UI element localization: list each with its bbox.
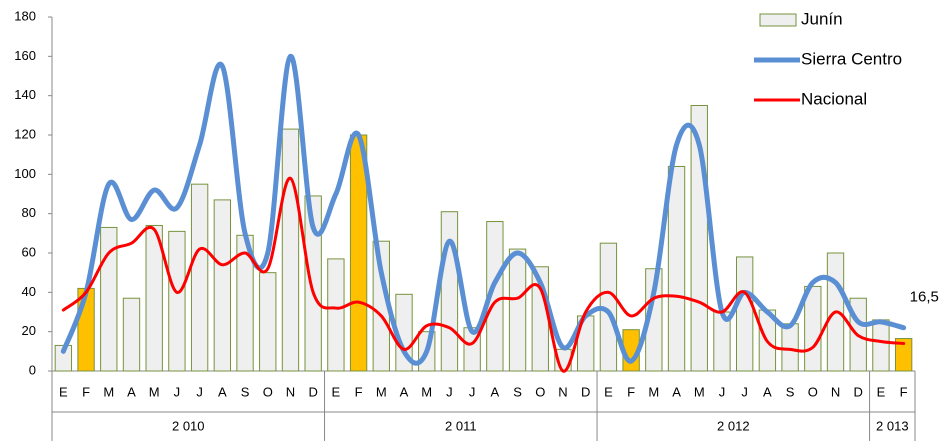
bar bbox=[168, 230, 186, 372]
x-tick-label: M bbox=[648, 384, 659, 399]
x-tick-label: J bbox=[469, 384, 476, 399]
x-tick-label: S bbox=[513, 384, 522, 399]
year-label: 2 013 bbox=[876, 418, 909, 433]
bar bbox=[145, 224, 163, 372]
x-tick-label: A bbox=[400, 384, 409, 399]
y-tick-label: 40 bbox=[22, 284, 36, 299]
y-tick-label: 160 bbox=[14, 48, 36, 63]
year-label: 2 012 bbox=[717, 418, 750, 433]
bar bbox=[804, 285, 822, 372]
bar bbox=[781, 323, 799, 372]
year-label: 2 010 bbox=[172, 418, 205, 433]
y-tick-label: 60 bbox=[22, 244, 36, 259]
x-tick-label: J bbox=[719, 384, 726, 399]
bar bbox=[100, 226, 118, 372]
bar bbox=[281, 128, 300, 372]
bar bbox=[259, 272, 277, 372]
x-tick-label: A bbox=[491, 384, 500, 399]
x-tick-label: E bbox=[877, 384, 886, 399]
legend-swatch bbox=[759, 13, 797, 27]
x-tick-label: M bbox=[376, 384, 387, 399]
x-tick-label: S bbox=[786, 384, 795, 399]
x-tick-label: F bbox=[82, 384, 90, 399]
x-tick-label: D bbox=[581, 384, 590, 399]
x-tick-label: A bbox=[672, 384, 681, 399]
bar bbox=[508, 248, 527, 372]
bar bbox=[440, 211, 459, 372]
x-tick-label: E bbox=[604, 384, 613, 399]
legend-label: Junín bbox=[801, 9, 843, 28]
y-tick-label: 140 bbox=[14, 87, 36, 102]
x-tick-label: A bbox=[763, 384, 772, 399]
x-tick-label: F bbox=[627, 384, 635, 399]
x-tick-label: E bbox=[332, 384, 341, 399]
legend-label: Sierra Centro bbox=[801, 49, 902, 68]
y-tick-label: 80 bbox=[22, 205, 36, 220]
legend-label: Nacional bbox=[801, 89, 867, 108]
x-tick-label: E bbox=[59, 384, 68, 399]
y-tick-label: 180 bbox=[14, 8, 36, 23]
y-tick-label: 0 bbox=[29, 362, 36, 377]
x-tick-label: M bbox=[421, 384, 432, 399]
x-tick-label: O bbox=[535, 384, 545, 399]
x-tick-label: N bbox=[558, 384, 567, 399]
line bbox=[61, 176, 906, 373]
bar bbox=[122, 297, 141, 372]
bar bbox=[304, 195, 322, 372]
x-tick-label: M bbox=[103, 384, 114, 399]
bar bbox=[735, 256, 754, 372]
bar bbox=[667, 165, 686, 372]
x-tick-label: F bbox=[900, 384, 908, 399]
x-tick-label: J bbox=[446, 384, 453, 399]
x-tick-label: O bbox=[263, 384, 273, 399]
year-label: 2 011 bbox=[445, 418, 477, 433]
x-tick-label: D bbox=[308, 384, 317, 399]
x-tick-label: F bbox=[355, 384, 363, 399]
bar bbox=[894, 338, 913, 372]
x-tick-label: N bbox=[286, 384, 295, 399]
x-tick-label: N bbox=[831, 384, 840, 399]
bar bbox=[190, 183, 209, 372]
x-tick-label: M bbox=[694, 384, 705, 399]
x-tick-label: O bbox=[808, 384, 818, 399]
y-tick-label: 20 bbox=[22, 323, 36, 338]
bar bbox=[486, 221, 504, 372]
line bbox=[60, 53, 907, 366]
x-tick-label: A bbox=[218, 384, 227, 399]
bar bbox=[327, 258, 345, 372]
x-tick-label: D bbox=[854, 384, 863, 399]
x-tick-label: J bbox=[741, 384, 748, 399]
data-label: 16,5 bbox=[910, 289, 939, 306]
x-tick-label: J bbox=[196, 384, 203, 399]
y-tick-label: 120 bbox=[14, 126, 36, 141]
y-tick-label: 100 bbox=[14, 166, 36, 181]
bar bbox=[213, 199, 232, 372]
x-tick-label: J bbox=[174, 384, 181, 399]
x-tick-label: A bbox=[127, 384, 136, 399]
bar bbox=[872, 319, 890, 372]
x-tick-label: S bbox=[241, 384, 250, 399]
x-tick-label: M bbox=[149, 384, 160, 399]
